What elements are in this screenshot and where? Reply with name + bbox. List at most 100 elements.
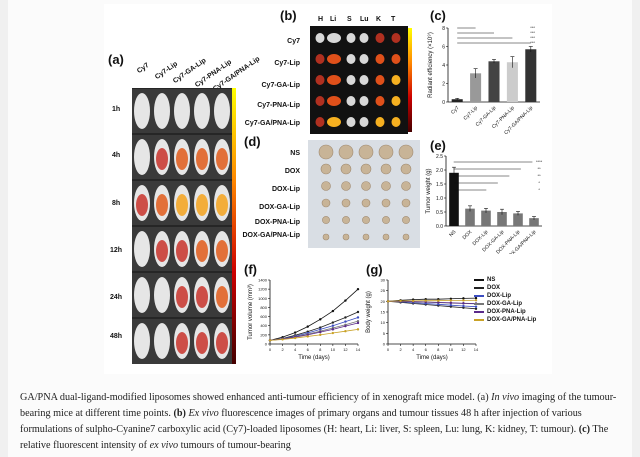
legend-swatch — [474, 311, 484, 313]
x-tick-label: 4 — [294, 347, 297, 352]
significance-mark: *** — [530, 25, 535, 30]
a-row-label: 12h — [110, 247, 123, 254]
a-row-label: 24h — [110, 294, 123, 301]
mouse — [214, 93, 230, 129]
b-organ-label: H — [318, 16, 324, 23]
data-point — [331, 328, 335, 331]
d-row-label: DOX-Lip — [272, 186, 300, 193]
mouse — [134, 139, 150, 175]
data-point — [331, 324, 335, 327]
fluorescence-signal — [196, 240, 208, 262]
bar — [470, 73, 482, 102]
data-point — [319, 318, 322, 321]
legend-item: DOX-GA/PNA-Lip — [474, 316, 552, 324]
a-col-label: Cy7 — [135, 61, 151, 75]
panel-g-label: (g) — [366, 262, 383, 277]
tumor — [380, 163, 392, 175]
legend-label: NS — [487, 277, 496, 283]
data-point — [449, 299, 453, 302]
figure-caption: GA/PNA dual-ligand-modified liposomes sh… — [20, 390, 626, 454]
y-tick-label: 6 — [442, 45, 445, 51]
y-tick-label: 0 — [442, 100, 445, 106]
b-organ-label: Lu — [360, 16, 369, 23]
fluorescence-signal — [216, 332, 228, 354]
tumor-photo — [308, 140, 420, 248]
organ — [391, 96, 401, 106]
fluorescence-signal — [176, 332, 188, 354]
organ — [346, 75, 356, 85]
tumor — [322, 233, 330, 241]
organ — [315, 33, 325, 43]
series-line — [387, 300, 477, 310]
organ — [315, 75, 325, 85]
chart-c: 0 2 4 6 8 Radiant efficiency (×10⁹) Cy7 Cy7-Lip… — [427, 25, 540, 136]
x-tick-label: 0 — [387, 347, 390, 352]
b-organ-label: S — [347, 16, 352, 23]
data-point — [344, 299, 347, 302]
legend-item: DOX-GA-Lip — [474, 300, 552, 308]
figure: (a) Cy7 Cy7-Lip Cy7-GA-Lip Cy7-PNA-Lip C… — [104, 4, 552, 374]
d-row-label: DOX-PNA-Lip — [254, 219, 300, 226]
a-row-label: 1h — [112, 106, 121, 113]
panel-f-label: (f) — [244, 262, 257, 277]
fluorescence-signal — [216, 148, 228, 170]
x-tick-label: 14 — [474, 347, 479, 352]
legend-label: DOX-Lip — [487, 293, 511, 299]
organ — [327, 117, 341, 127]
mouse — [134, 277, 150, 313]
bar — [481, 210, 491, 226]
mouse — [134, 323, 150, 359]
fluorescence-signal — [196, 332, 208, 354]
data-point — [356, 287, 360, 291]
significance-mark: ** — [538, 166, 542, 171]
organ — [359, 33, 369, 43]
organ — [346, 33, 356, 43]
fluorescence-signal — [216, 240, 228, 262]
data-point — [344, 316, 347, 319]
caption-text: GA/PNA dual-ligand-modified liposomes sh… — [20, 392, 492, 403]
legend-swatch — [474, 319, 484, 321]
data-point — [319, 333, 322, 337]
d-row-label: DOX — [284, 168, 300, 175]
caption-bold: (c) — [578, 424, 591, 435]
y-tick-label: 30 — [381, 278, 386, 283]
mouse — [154, 93, 170, 129]
organ — [315, 96, 325, 106]
caption-italic: In vivo — [491, 392, 520, 403]
fluorescence-signal — [176, 240, 188, 262]
x-tick-label: 0 — [269, 347, 272, 352]
data-point — [399, 299, 402, 303]
fluorescence-signal — [216, 194, 228, 216]
fluorescence-signal — [156, 194, 168, 216]
x-tick-label: 8 — [437, 347, 440, 352]
b-row-label: Cy7 — [287, 38, 300, 45]
y-tick-label: 4 — [442, 63, 445, 69]
tumor — [362, 233, 370, 241]
a-colorbar — [232, 88, 236, 364]
panel-c-label: (c) — [430, 8, 446, 23]
tumor — [342, 233, 350, 241]
x-tick-label: 12 — [343, 347, 348, 352]
caption-italic: Ex vivo — [185, 408, 219, 419]
significance-mark: ** — [538, 173, 542, 178]
tumor — [381, 181, 391, 191]
y-tick-label: 200 — [260, 332, 267, 337]
legend-label: DOX-GA-Lip — [487, 301, 522, 307]
data-point — [474, 299, 478, 302]
tumor — [341, 198, 351, 208]
series-line — [269, 288, 359, 341]
legend-swatch — [474, 287, 484, 289]
data-point — [293, 336, 297, 340]
b-row-label: Cy7-Lip — [274, 60, 300, 67]
y-tick-label: 0 — [383, 342, 386, 347]
x-axis-label: Time (days) — [298, 355, 329, 361]
legend-swatch — [474, 303, 484, 305]
legend-label: DOX-GA/PNA-Lip — [487, 317, 537, 323]
y-tick-label: 1.5 — [436, 182, 443, 188]
panel-e-label: (e) — [430, 138, 446, 153]
y-tick-label: 600 — [260, 314, 267, 319]
tumor — [361, 198, 371, 208]
data-point — [424, 299, 427, 302]
d-row-label: DOX-GA-Lip — [259, 204, 300, 211]
organ — [359, 117, 369, 127]
